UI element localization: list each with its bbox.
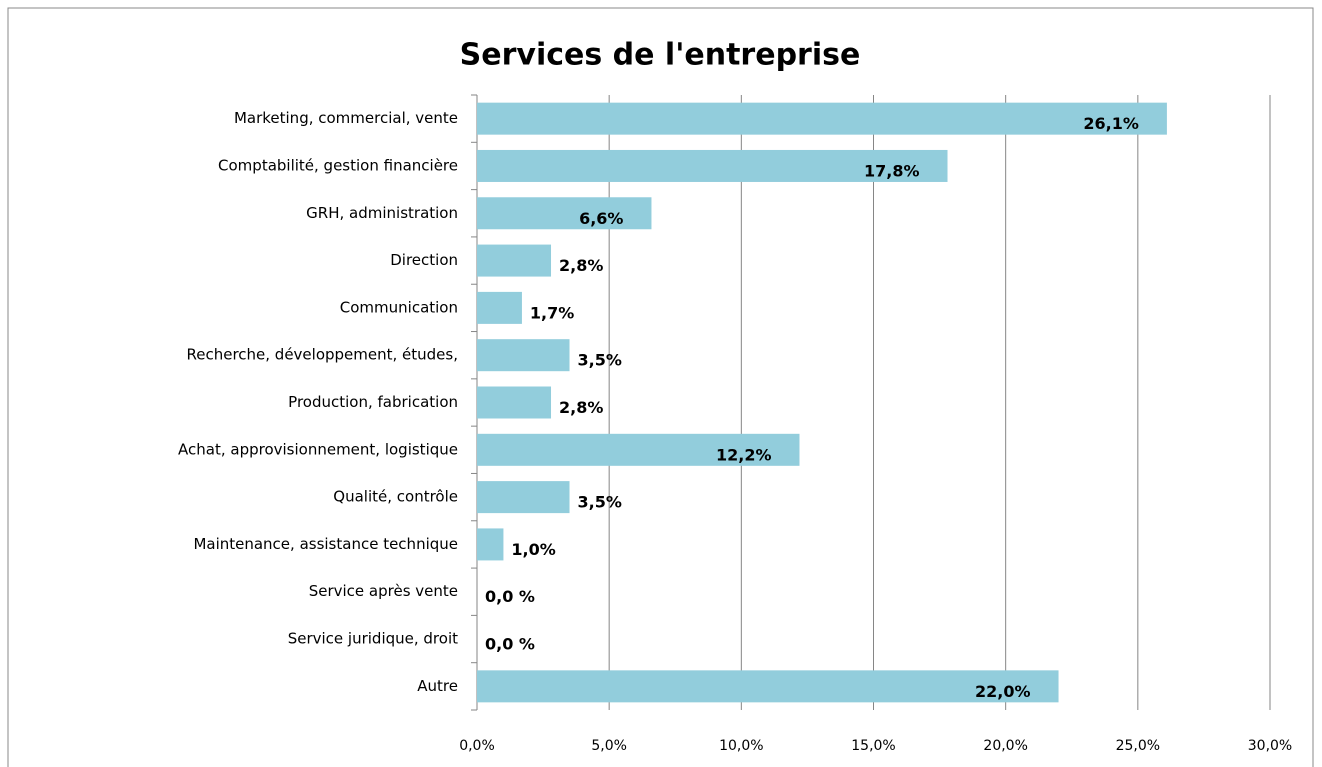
- value-label: 0,0 %: [485, 635, 535, 654]
- x-tick-label: 25,0%: [1116, 738, 1160, 754]
- y-tick-label: Maintenance, assistance technique: [193, 535, 458, 553]
- bar: [477, 102, 1167, 135]
- value-label: 22,0%: [975, 682, 1031, 701]
- bar: [477, 291, 522, 324]
- bar: [477, 670, 1059, 703]
- chart-title: Services de l'entreprise: [460, 38, 861, 73]
- value-label: 2,8%: [559, 398, 603, 417]
- y-tick-label: Direction: [390, 251, 458, 269]
- x-tick-label: 10,0%: [719, 738, 763, 754]
- y-tick-label: Comptabilité, gestion financière: [218, 156, 458, 174]
- bar: [477, 339, 570, 372]
- y-tick-label: Achat, approvisionnement, logistique: [178, 440, 458, 458]
- x-tick-label: 5,0%: [591, 738, 627, 754]
- y-tick-label: Autre: [417, 677, 458, 695]
- bar: [477, 197, 652, 230]
- x-tick-label: 20,0%: [983, 738, 1027, 754]
- value-label: 12,2%: [716, 445, 772, 464]
- y-tick-label: Qualité, contrôle: [333, 488, 458, 506]
- value-label: 0,0 %: [485, 587, 535, 606]
- bar: [477, 386, 552, 419]
- y-tick-label: GRH, administration: [306, 204, 458, 222]
- y-tick-label: Production, fabrication: [288, 393, 458, 411]
- y-tick-label: Recherche, développement, études,: [186, 346, 458, 364]
- y-tick-label: Service juridique, droit: [288, 630, 458, 648]
- value-label: 3,5%: [578, 493, 622, 512]
- value-label: 26,1%: [1083, 114, 1139, 133]
- y-tick-label: Marketing, commercial, vente: [234, 109, 458, 127]
- value-label: 6,6%: [579, 209, 623, 228]
- bar: [477, 433, 800, 466]
- x-tick-label: 0,0%: [459, 738, 495, 754]
- y-tick-label: Service après vente: [309, 582, 458, 600]
- bar: [477, 481, 570, 514]
- value-label: 1,0%: [511, 540, 555, 559]
- value-label: 17,8%: [864, 161, 920, 180]
- y-tick-label: Communication: [340, 298, 458, 316]
- x-tick-label: 30,0%: [1248, 738, 1292, 754]
- x-tick-label: 15,0%: [851, 738, 895, 754]
- bar: [477, 528, 504, 561]
- bar: [477, 244, 552, 277]
- value-label: 3,5%: [578, 351, 622, 370]
- bar: [477, 149, 948, 182]
- value-label: 1,7%: [530, 303, 574, 322]
- value-label: 2,8%: [559, 256, 603, 275]
